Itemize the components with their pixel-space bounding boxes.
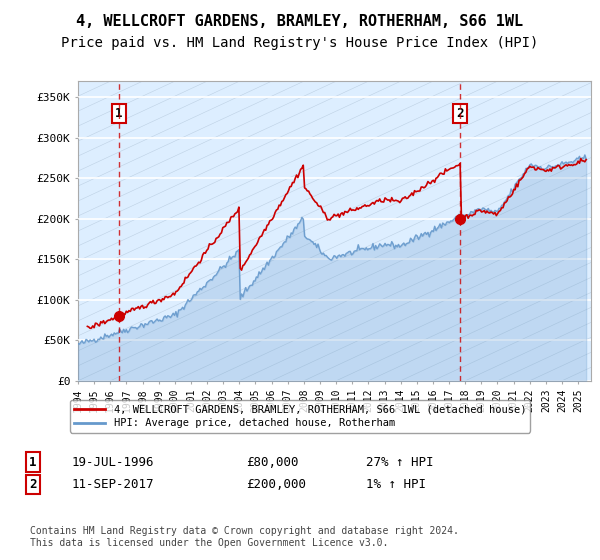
Text: 27% ↑ HPI: 27% ↑ HPI	[366, 455, 433, 469]
Text: £200,000: £200,000	[246, 478, 306, 491]
Text: 4, WELLCROFT GARDENS, BRAMLEY, ROTHERHAM, S66 1WL: 4, WELLCROFT GARDENS, BRAMLEY, ROTHERHAM…	[76, 14, 524, 29]
Text: 1: 1	[29, 455, 37, 469]
Text: 1% ↑ HPI: 1% ↑ HPI	[366, 478, 426, 491]
Text: £80,000: £80,000	[246, 455, 299, 469]
Text: Price paid vs. HM Land Registry's House Price Index (HPI): Price paid vs. HM Land Registry's House …	[61, 36, 539, 50]
Text: 2: 2	[29, 478, 37, 491]
Text: 11-SEP-2017: 11-SEP-2017	[72, 478, 155, 491]
Text: 2: 2	[457, 107, 464, 120]
Text: 1: 1	[115, 107, 123, 120]
Text: Contains HM Land Registry data © Crown copyright and database right 2024.
This d: Contains HM Land Registry data © Crown c…	[30, 526, 459, 548]
Text: 19-JUL-1996: 19-JUL-1996	[72, 455, 155, 469]
Legend: 4, WELLCROFT GARDENS, BRAMLEY, ROTHERHAM, S66 1WL (detached house), HPI: Average: 4, WELLCROFT GARDENS, BRAMLEY, ROTHERHAM…	[70, 400, 530, 432]
